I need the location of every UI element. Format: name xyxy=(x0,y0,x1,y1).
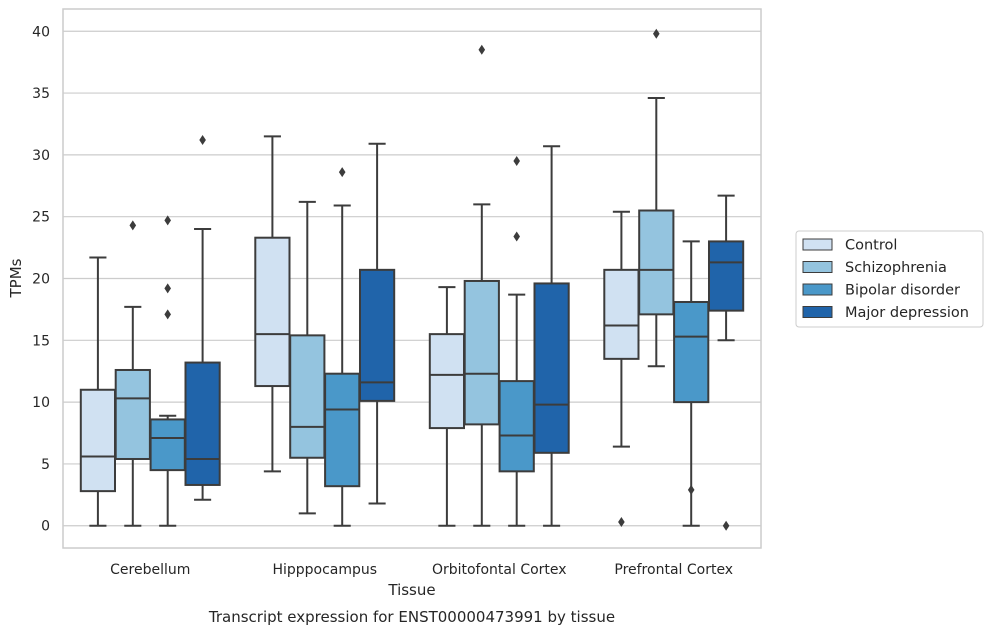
box-major-depression xyxy=(184,135,221,501)
box-control xyxy=(428,286,466,527)
x-tick-label: Orbitofontal Cortex xyxy=(432,562,567,578)
box-control xyxy=(254,135,291,473)
box-schizophrenia xyxy=(114,220,151,527)
y-tick-label: 30 xyxy=(32,148,50,164)
x-axis-label: Tissue xyxy=(387,581,435,599)
legend-frame xyxy=(795,230,984,328)
outlier-point xyxy=(338,167,346,178)
legend: Control Schizophrenia Bipolar disorder Majo… xyxy=(795,230,984,328)
box-iqr xyxy=(114,368,151,460)
outlier-point xyxy=(618,517,625,528)
box-iqr xyxy=(673,300,710,404)
outlier-point xyxy=(164,309,171,320)
box-iqr xyxy=(603,268,640,360)
x-tick-label: Cerebellum xyxy=(110,562,190,578)
box-iqr xyxy=(184,361,221,486)
box-iqr xyxy=(463,279,500,426)
legend-label: Bipolar disorder xyxy=(845,283,960,299)
legend-label: Schizophrenia xyxy=(845,260,947,276)
legend-label: Control xyxy=(845,238,897,254)
box-major-depression xyxy=(358,142,396,505)
chart-caption: Transcript expression for ENST0000047399… xyxy=(208,608,615,626)
outlier-point xyxy=(164,215,171,226)
legend-swatch xyxy=(802,238,833,251)
outlier-point xyxy=(478,44,486,55)
box-iqr xyxy=(707,240,745,312)
box-iqr xyxy=(79,388,117,493)
box-iqr xyxy=(254,236,291,388)
box-bipolar-disorder xyxy=(498,156,535,527)
box-control xyxy=(79,256,117,527)
y-tick-label: 5 xyxy=(41,457,50,473)
y-tick-label: 10 xyxy=(32,395,50,411)
y-tick-label: 35 xyxy=(32,86,50,102)
box-schizophrenia xyxy=(289,200,326,515)
y-tick-label: 0 xyxy=(41,519,50,535)
y-axis-label: TPMs xyxy=(7,258,25,298)
y-tick-label: 15 xyxy=(32,333,50,349)
box-bipolar-disorder xyxy=(324,167,361,527)
box-schizophrenia xyxy=(638,28,675,368)
box-iqr xyxy=(149,418,186,472)
legend-swatch xyxy=(802,261,833,273)
box-iqr xyxy=(428,333,466,430)
outlier-point xyxy=(513,231,520,242)
box-iqr xyxy=(358,268,396,402)
y-axis-ticks: 0 5 10 15 20 25 30 35 40 xyxy=(32,24,50,534)
legend-swatch xyxy=(802,283,833,296)
box-iqr xyxy=(498,380,535,473)
box-iqr xyxy=(533,282,570,454)
box-schizophrenia xyxy=(463,44,500,527)
box-bipolar-disorder xyxy=(149,215,186,527)
plot-area xyxy=(79,28,745,531)
box-iqr xyxy=(289,334,326,459)
box-iqr xyxy=(324,372,361,488)
legend-label: Major depression xyxy=(845,305,969,321)
outlier-point xyxy=(722,520,730,531)
outlier-point xyxy=(653,28,660,39)
outlier-point xyxy=(164,283,171,294)
x-axis-ticks: Cerebellum Hipppocampus Orbitofontal Corte… xyxy=(110,562,733,578)
box-major-depression xyxy=(707,194,745,531)
outlier-point xyxy=(199,135,206,146)
legend-swatch xyxy=(802,306,833,318)
y-tick-label: 25 xyxy=(32,210,50,226)
y-tick-label: 40 xyxy=(32,24,50,40)
x-tick-label: Prefrontal Cortex xyxy=(614,562,733,578)
box-iqr xyxy=(638,209,675,316)
outlier-point xyxy=(513,156,520,167)
box-major-depression xyxy=(533,145,570,527)
outlier-point xyxy=(129,220,137,231)
plot-frame xyxy=(62,8,762,549)
x-tick-label: Hipppocampus xyxy=(272,562,377,578)
box-bipolar-disorder xyxy=(673,240,710,527)
y-tick-label: 20 xyxy=(32,272,50,288)
box-control xyxy=(603,210,640,528)
outlier-point xyxy=(687,484,695,495)
